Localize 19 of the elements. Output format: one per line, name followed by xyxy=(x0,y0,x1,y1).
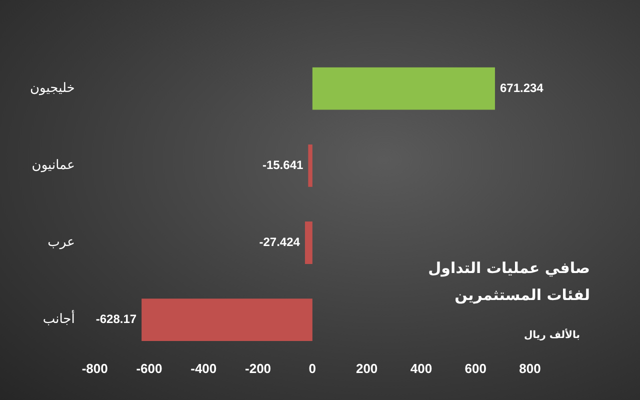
x-tick-label: -400 xyxy=(190,360,217,376)
data-label: -628.17 xyxy=(96,312,137,326)
x-tick-label: -800 xyxy=(82,360,108,376)
data-label: 671.234 xyxy=(500,80,544,95)
y-tick-label: أجانب xyxy=(42,310,75,328)
x-tick-label: 200 xyxy=(356,360,378,376)
x-tick-label: 400 xyxy=(410,360,432,376)
annotation: بالألف ريال xyxy=(522,330,580,341)
data-label: -27.424 xyxy=(259,235,300,250)
x-tick-label: -600 xyxy=(136,360,162,376)
x-tick-label: 600 xyxy=(464,360,486,376)
y-tick-label: عمانيون xyxy=(32,158,75,174)
x-tick-label: -200 xyxy=(245,360,272,376)
x-tick-label: 0 xyxy=(308,360,316,376)
y-tick-label: عرب xyxy=(48,235,75,250)
x-tick-label: 800 xyxy=(519,360,541,376)
data-label: -15.641 xyxy=(262,158,304,172)
y-tick-label: خليجيون xyxy=(30,80,75,96)
text: صافي عمليات التداول لفئات المستثمرين xyxy=(427,258,590,306)
